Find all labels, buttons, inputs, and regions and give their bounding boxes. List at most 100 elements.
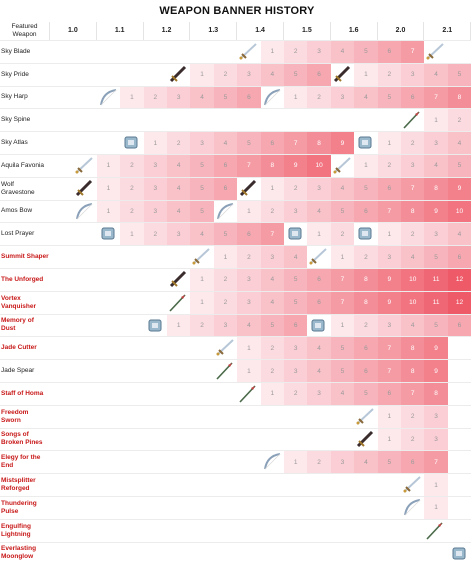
rerun-count-cell: 8: [447, 86, 472, 109]
rerun-count-cell: 1: [96, 155, 121, 177]
sword-icon: [73, 156, 95, 175]
rerun-count-cell: 4: [330, 177, 355, 200]
rerun-count-cell: 3: [143, 177, 167, 200]
weapon-row: Amos Bow 1 2 3 4 5 1 2 3 4 5 6 7 8 9 10: [0, 199, 472, 223]
rerun-count-cell: 9: [330, 132, 355, 154]
rerun-count-cell: 1: [237, 200, 261, 223]
rerun-count-cell: 5: [260, 314, 284, 337]
rerun-count-cell: 10: [307, 155, 331, 177]
rerun-count-cell: 8: [354, 269, 378, 291]
catalyst-icon: [354, 224, 376, 243]
sword-icon: [354, 407, 376, 426]
weapon-name: Vortex Vanquisher: [1, 294, 37, 310]
rerun-count-cell: 4: [424, 155, 448, 177]
rerun-count-cell: 1: [377, 428, 401, 451]
rerun-count-cell: 2: [284, 177, 308, 200]
weapon-row: Jade Spear 1 2 3 4 5 6 7 8 9: [0, 359, 472, 382]
weapon-row: Songs of Broken Pines 1 2 3: [0, 427, 472, 451]
rerun-count-cell: 1: [330, 246, 355, 268]
rerun-count-cell: 4: [167, 177, 191, 200]
weapon-row: Aquila Favonia 1 2 3 4 5 6 7 8 9 10 1 2 3 4 5: [0, 154, 472, 177]
weapon-row: Jade Cutter 1 2 3 4 5 6 7 8 9: [0, 336, 472, 360]
rerun-count-cell: 2: [167, 132, 191, 154]
rerun-count-cell: 2: [143, 86, 167, 109]
weapon-row: Everlasting Moonglow: [0, 541, 472, 565]
rerun-count-cell: 4: [447, 223, 472, 246]
weapon-row: Sky Pride 1 2 3 4 5 6 1 2 3 4 5: [0, 62, 472, 86]
rerun-count-cell: 2: [260, 200, 284, 223]
rerun-count-cell: 2: [143, 223, 167, 246]
rerun-count-cell: 7: [377, 337, 401, 360]
rerun-count-cell: 7: [237, 155, 261, 177]
rerun-count-cell: 4: [190, 86, 214, 109]
version-header: 2.0: [378, 22, 425, 40]
bow-icon: [214, 202, 236, 221]
rerun-count-cell: 2: [330, 223, 355, 246]
rerun-count-cell: 2: [401, 428, 425, 451]
rerun-count-cell: 7: [401, 41, 425, 63]
weapon-name: Engulfing Lightning: [1, 522, 31, 538]
weapon-row: Engulfing Lightning: [0, 518, 472, 542]
rerun-count-cell: 6: [377, 383, 401, 405]
rerun-count-cell: 6: [354, 337, 378, 360]
rerun-count-cell: 5: [330, 337, 355, 360]
polearm-icon: [401, 110, 423, 129]
rerun-count-cell: 9: [424, 337, 448, 360]
rerun-count-cell: 3: [237, 269, 261, 291]
rerun-count-cell: 7: [401, 383, 425, 405]
rerun-count-cell: 5: [213, 223, 238, 246]
weapon-row: The Unforged 1 2 3 4 5 6 7 8 9 10 11 12: [0, 268, 472, 291]
sword-icon: [424, 42, 446, 61]
rerun-count-cell: 1: [354, 155, 378, 177]
rerun-count-cell: 7: [284, 132, 308, 154]
rerun-count-cell: 6: [213, 177, 238, 200]
rerun-count-cell: 2: [120, 155, 144, 177]
rerun-count-cell: 2: [284, 41, 308, 63]
rerun-count-cell: 1: [96, 200, 121, 223]
weapon-row: Lost Prayer 1 2 3 4 5 6 7 1 2 1 2 3 4: [0, 222, 472, 246]
claymore-icon: [237, 179, 259, 198]
rerun-count-cell: 8: [424, 177, 448, 200]
rerun-count-cell: 7: [260, 223, 284, 246]
rerun-count-cell: 7: [330, 269, 355, 291]
version-header: 1.5: [284, 22, 331, 40]
rerun-count-cell: 8: [307, 132, 331, 154]
rerun-count-cell: 4: [307, 360, 331, 382]
polearm-icon: [237, 384, 259, 403]
rerun-count-cell: 1: [237, 337, 261, 360]
rerun-count-cell: 6: [213, 155, 238, 177]
sword-icon: [401, 475, 423, 494]
rerun-count-cell: 1: [284, 451, 308, 474]
weapon-name: Sky Blade: [1, 47, 31, 55]
rerun-count-cell: 5: [354, 177, 378, 200]
rerun-count-cell: 6: [284, 314, 308, 337]
rerun-count-cell: 1: [424, 474, 448, 496]
rerun-count-cell: 10: [401, 291, 425, 314]
rerun-count-cell: 8: [354, 291, 378, 314]
rerun-count-cell: 4: [167, 200, 191, 223]
rerun-count-cell: 1: [190, 291, 214, 314]
catalyst-icon: [354, 133, 376, 152]
rerun-count-cell: 6: [307, 63, 331, 86]
rerun-count-cell: 6: [377, 177, 401, 200]
rerun-count-cell: 9: [284, 155, 308, 177]
rerun-count-cell: 7: [401, 177, 425, 200]
rerun-count-cell: 4: [190, 223, 214, 246]
rerun-count-cell: 3: [167, 223, 191, 246]
weapon-row: Memory of Dust 1 2 3 4 5 6 1 2 3 4 5 6: [0, 313, 472, 337]
weapon-name: Lost Prayer: [1, 230, 35, 238]
rerun-count-cell: 1: [213, 246, 238, 268]
rerun-count-cell: 9: [424, 360, 448, 382]
polearm-icon: [167, 293, 189, 312]
rerun-count-cell: 1: [120, 223, 144, 246]
sword-icon: [307, 247, 329, 266]
rerun-count-cell: 3: [213, 314, 238, 337]
rerun-count-cell: 2: [401, 223, 425, 246]
rerun-count-cell: 5: [284, 269, 308, 291]
weapon-name: Amos Bow: [1, 207, 33, 215]
rerun-count-cell: 4: [284, 246, 308, 268]
rerun-count-cell: 4: [424, 63, 448, 86]
rerun-count-cell: 3: [237, 63, 261, 86]
rerun-count-cell: 5: [447, 63, 472, 86]
weapon-name: Elegy for the End: [1, 454, 41, 470]
